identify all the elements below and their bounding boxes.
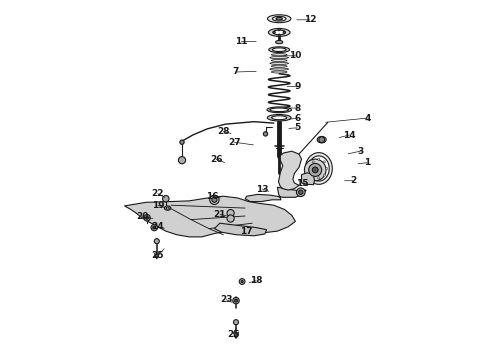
Text: 20: 20	[136, 212, 148, 221]
Circle shape	[234, 334, 238, 337]
Ellipse shape	[271, 116, 287, 120]
Circle shape	[310, 167, 312, 170]
Text: 6: 6	[294, 113, 300, 122]
Circle shape	[309, 163, 321, 176]
Text: 23: 23	[220, 295, 233, 304]
Text: 9: 9	[294, 82, 300, 91]
Ellipse shape	[273, 30, 286, 35]
Polygon shape	[245, 187, 306, 202]
Ellipse shape	[308, 156, 329, 181]
Ellipse shape	[271, 59, 287, 62]
Circle shape	[312, 167, 318, 173]
Text: 17: 17	[241, 227, 253, 236]
Text: 14: 14	[343, 130, 356, 139]
Text: 25: 25	[227, 330, 240, 338]
Polygon shape	[124, 196, 295, 237]
Ellipse shape	[271, 65, 287, 67]
Circle shape	[178, 157, 186, 164]
Ellipse shape	[269, 47, 290, 53]
Text: 18: 18	[249, 276, 262, 285]
Ellipse shape	[271, 71, 287, 73]
Circle shape	[144, 215, 150, 221]
Ellipse shape	[269, 28, 290, 36]
Circle shape	[153, 226, 156, 229]
Text: 8: 8	[294, 104, 300, 112]
Ellipse shape	[164, 206, 171, 210]
Ellipse shape	[272, 48, 286, 51]
Ellipse shape	[271, 54, 287, 56]
Circle shape	[227, 210, 234, 217]
Text: 24: 24	[151, 222, 164, 231]
Ellipse shape	[270, 68, 289, 70]
Ellipse shape	[268, 114, 291, 121]
Ellipse shape	[270, 108, 289, 112]
Ellipse shape	[276, 18, 282, 20]
Circle shape	[163, 195, 169, 202]
Circle shape	[180, 140, 184, 144]
Circle shape	[146, 216, 148, 219]
Circle shape	[212, 197, 217, 202]
Ellipse shape	[166, 207, 169, 209]
Text: 15: 15	[296, 179, 309, 188]
Circle shape	[304, 159, 326, 181]
Text: 7: 7	[233, 68, 239, 77]
Circle shape	[233, 320, 239, 325]
Circle shape	[155, 254, 159, 257]
Ellipse shape	[270, 57, 289, 59]
Circle shape	[263, 132, 268, 136]
Circle shape	[318, 177, 320, 179]
Polygon shape	[301, 173, 315, 185]
Ellipse shape	[268, 15, 291, 23]
Circle shape	[318, 158, 320, 160]
Circle shape	[233, 297, 239, 304]
Circle shape	[278, 34, 280, 36]
Circle shape	[227, 215, 234, 222]
Circle shape	[319, 137, 324, 143]
Circle shape	[296, 188, 305, 197]
Ellipse shape	[267, 107, 292, 113]
Circle shape	[326, 167, 328, 170]
Circle shape	[278, 28, 280, 31]
Text: 26: 26	[210, 154, 222, 163]
Text: 1: 1	[364, 158, 370, 167]
Text: 12: 12	[303, 15, 316, 24]
Ellipse shape	[317, 136, 326, 143]
Text: 11: 11	[235, 37, 247, 46]
Circle shape	[283, 31, 285, 33]
Ellipse shape	[270, 62, 289, 64]
Polygon shape	[278, 151, 301, 190]
Circle shape	[323, 174, 325, 176]
Circle shape	[241, 280, 243, 283]
Circle shape	[323, 161, 325, 163]
Text: 16: 16	[206, 192, 218, 201]
Text: 13: 13	[256, 184, 269, 194]
Text: 4: 4	[364, 113, 370, 122]
Ellipse shape	[275, 40, 283, 44]
Ellipse shape	[272, 17, 286, 21]
Circle shape	[312, 161, 314, 163]
Text: 28: 28	[217, 127, 230, 136]
Circle shape	[210, 195, 219, 204]
Text: 21: 21	[214, 210, 226, 219]
Circle shape	[235, 299, 238, 302]
Text: 10: 10	[289, 51, 301, 60]
Polygon shape	[215, 223, 267, 236]
Text: 5: 5	[294, 123, 300, 132]
Ellipse shape	[305, 153, 332, 184]
Circle shape	[154, 239, 159, 244]
Text: 27: 27	[228, 138, 241, 147]
Circle shape	[273, 31, 275, 33]
Text: 22: 22	[151, 189, 164, 198]
Circle shape	[312, 174, 314, 176]
Text: 2: 2	[350, 176, 356, 185]
Circle shape	[239, 279, 245, 284]
Circle shape	[298, 190, 303, 194]
Circle shape	[151, 224, 157, 231]
Text: 3: 3	[357, 147, 363, 156]
Text: 19: 19	[151, 201, 164, 210]
Text: 25: 25	[151, 251, 164, 260]
